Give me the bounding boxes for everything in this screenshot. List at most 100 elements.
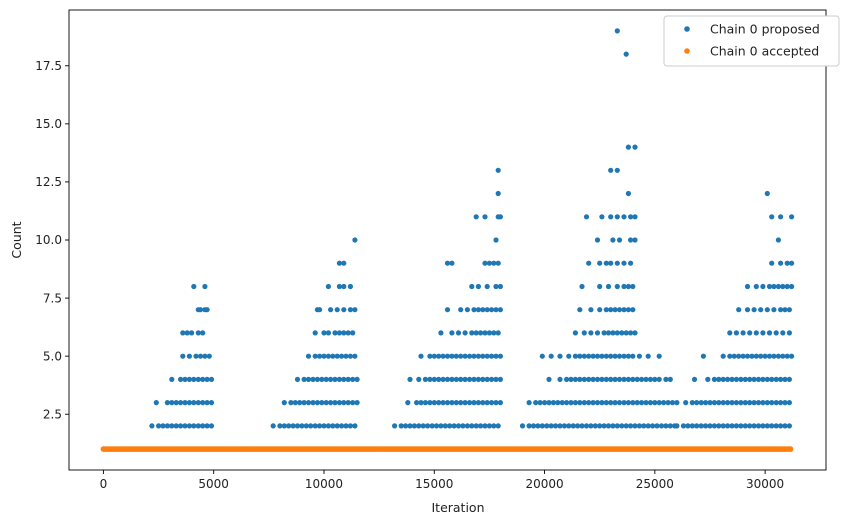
proposed-point xyxy=(786,376,793,382)
proposed-point xyxy=(416,376,422,382)
proposed-point xyxy=(744,353,751,359)
proposed-point xyxy=(341,376,347,382)
proposed-point xyxy=(462,400,468,406)
proposed-point xyxy=(742,400,748,406)
proposed-point xyxy=(352,237,358,243)
proposed-point xyxy=(747,423,753,429)
proposed-point xyxy=(639,376,645,382)
proposed-point xyxy=(486,423,492,429)
accepted-point xyxy=(787,446,794,452)
y-tick-label: 2.5 xyxy=(43,407,62,421)
proposed-point xyxy=(780,330,786,336)
proposed-point xyxy=(345,376,351,382)
proposed-point xyxy=(180,353,186,359)
proposed-point xyxy=(444,307,451,313)
proposed-point xyxy=(581,376,587,382)
proposed-point xyxy=(292,400,298,406)
proposed-point xyxy=(486,330,492,336)
proposed-point xyxy=(478,423,484,429)
proposed-point xyxy=(350,400,356,406)
proposed-point xyxy=(769,423,775,429)
proposed-point xyxy=(493,237,499,243)
x-axis-label: Iteration xyxy=(431,500,484,515)
proposed-point xyxy=(628,260,634,266)
proposed-point xyxy=(204,307,210,313)
proposed-point xyxy=(164,423,170,429)
proposed-point xyxy=(621,307,627,313)
proposed-point xyxy=(608,400,614,406)
proposed-point xyxy=(489,376,495,382)
proposed-point xyxy=(414,400,420,406)
proposed-point xyxy=(347,353,353,359)
proposed-point xyxy=(436,400,442,406)
proposed-point xyxy=(599,353,605,359)
proposed-point xyxy=(605,330,612,336)
proposed-point xyxy=(625,283,632,290)
proposed-point xyxy=(482,260,488,266)
proposed-point xyxy=(594,237,601,243)
proposed-point xyxy=(786,423,793,429)
proposed-point xyxy=(775,353,782,359)
proposed-point xyxy=(753,283,759,290)
proposed-point xyxy=(778,400,784,406)
proposed-point xyxy=(526,423,532,429)
proposed-point xyxy=(204,376,210,382)
proposed-point xyxy=(566,423,572,429)
proposed-point xyxy=(312,330,318,336)
proposed-point xyxy=(674,423,680,429)
proposed-point xyxy=(610,237,616,243)
proposed-point xyxy=(597,283,603,290)
proposed-point xyxy=(341,260,347,266)
proposed-point xyxy=(616,376,623,382)
proposed-point xyxy=(632,237,638,243)
proposed-point xyxy=(200,423,206,429)
proposed-point xyxy=(475,353,481,359)
proposed-point xyxy=(407,376,413,382)
proposed-point xyxy=(489,400,495,406)
proposed-point xyxy=(630,400,636,406)
proposed-point xyxy=(572,353,579,359)
proposed-point xyxy=(288,400,294,406)
proposed-point xyxy=(572,376,579,382)
proposed-point xyxy=(636,423,643,429)
proposed-point xyxy=(449,400,455,406)
proposed-point xyxy=(753,353,759,359)
proposed-point xyxy=(630,376,636,382)
proposed-point xyxy=(416,423,422,429)
proposed-point xyxy=(462,353,468,359)
proposed-point xyxy=(645,353,651,359)
proposed-point xyxy=(493,283,499,290)
proposed-point xyxy=(341,400,347,406)
proposed-point xyxy=(539,423,545,429)
proposed-point xyxy=(440,353,446,359)
y-tick-label: 5.0 xyxy=(43,349,62,363)
proposed-point xyxy=(208,423,215,429)
proposed-point xyxy=(475,376,481,382)
proposed-point xyxy=(656,353,662,359)
proposed-point xyxy=(764,307,770,313)
proposed-point xyxy=(764,400,770,406)
proposed-point xyxy=(581,400,587,406)
proposed-point xyxy=(786,307,793,313)
proposed-point xyxy=(557,376,563,382)
proposed-point xyxy=(440,376,446,382)
proposed-point xyxy=(182,423,188,429)
proposed-point xyxy=(628,423,634,429)
proposed-point xyxy=(581,353,587,359)
proposed-point xyxy=(418,400,424,406)
proposed-point xyxy=(621,283,627,290)
proposed-point xyxy=(603,353,609,359)
proposed-point xyxy=(497,307,503,313)
proposed-point xyxy=(482,214,488,220)
proposed-point xyxy=(689,400,695,406)
proposed-point xyxy=(663,376,669,382)
proposed-point xyxy=(780,353,786,359)
proposed-point xyxy=(208,400,215,406)
proposed-point xyxy=(341,330,347,336)
proposed-point xyxy=(703,423,709,429)
proposed-point xyxy=(431,353,437,359)
proposed-point xyxy=(782,376,788,382)
proposed-point xyxy=(601,330,607,336)
proposed-point xyxy=(169,400,175,406)
proposed-point xyxy=(614,260,620,266)
